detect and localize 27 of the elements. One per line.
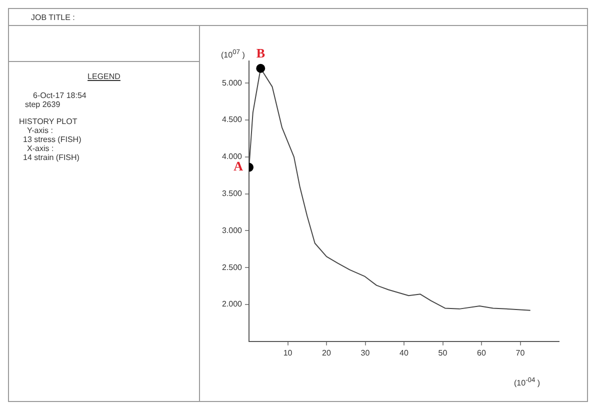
y-axis-title: (10$^{07}$ ) — [221, 49, 245, 60]
text: 6-Oct-17 18:54 — [33, 91, 88, 100]
x-tick-label: 50 — [438, 348, 448, 358]
text: 13 stress (FISH) — [23, 135, 82, 144]
y-tick-label: 5.000 — [222, 78, 243, 88]
y-tick-label: 4.500 — [222, 115, 243, 124]
y-tick-label: 4.000 — [222, 152, 243, 162]
x-tick-label: 10 — [283, 348, 293, 358]
x-tick-label: 30 — [360, 348, 370, 358]
text: X-axis : — [27, 144, 55, 153]
x-axis-title: (10$^{-04}$ ) — [514, 377, 540, 388]
annotation: A — [234, 158, 244, 174]
y-tick-label: 3.000 — [222, 226, 243, 235]
text: LEGEND — [86, 72, 122, 81]
text: Y-axis : — [27, 126, 54, 135]
y-tick-label: 2.000 — [222, 300, 243, 309]
annotation: B — [256, 46, 266, 61]
y-tick-label: 3.500 — [222, 189, 243, 198]
x-tick-label: 60 — [477, 348, 486, 358]
text: step 2639 — [25, 100, 62, 109]
text: HISTORY PLOT — [19, 117, 78, 126]
y-tick-label: 2.500 — [222, 262, 243, 272]
text: 14 strain (FISH) — [23, 153, 80, 162]
x-tick-label: 20 — [322, 348, 332, 358]
x-tick-label: 40 — [400, 348, 410, 358]
text: JOB TITLE : — [31, 13, 75, 22]
x-tick-label: 70 — [516, 348, 526, 358]
